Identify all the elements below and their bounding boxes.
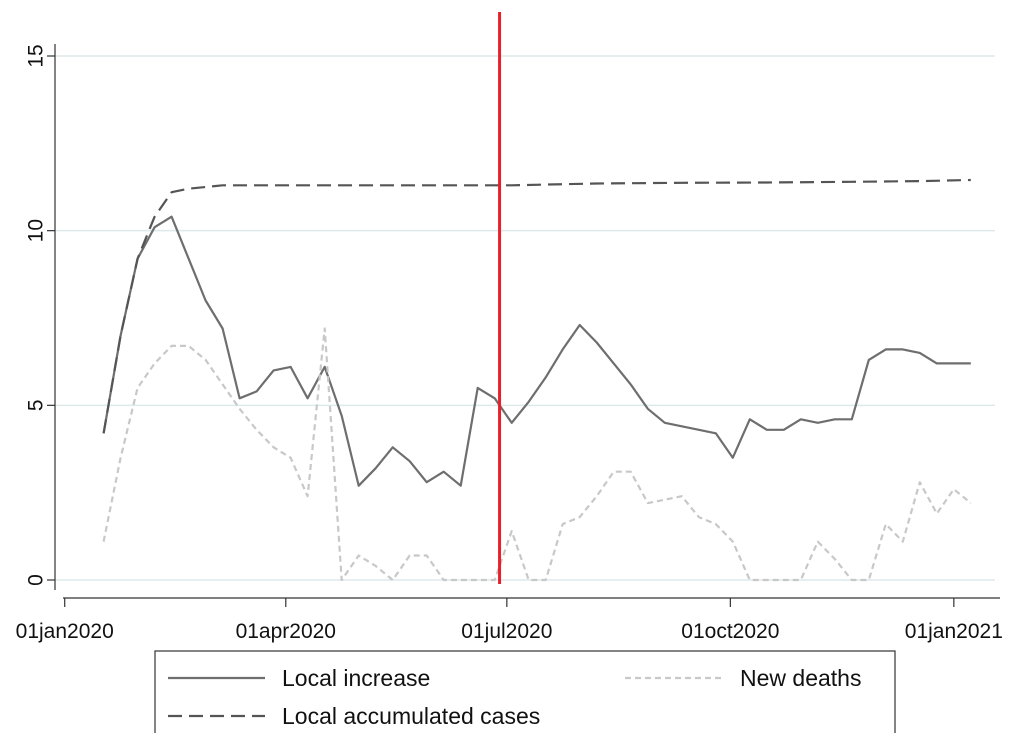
- series-layer: [102, 178, 972, 582]
- legend-label: Local increase: [282, 665, 430, 691]
- series-line-local-increase: [102, 215, 971, 487]
- series-line-local-accumulated-cases: [102, 178, 971, 434]
- axes-layer: 0 5 10 15 01jan2020 01apr2020 01jul2020 01oct20…: [16, 44, 1003, 643]
- x-tick-label: 01jul2020: [461, 620, 552, 643]
- x-tick-label: 01jan2020: [16, 620, 114, 643]
- x-tick-label: 01apr2020: [236, 620, 336, 643]
- y-tick-label: 15: [25, 44, 48, 67]
- y-tick-label: 5: [25, 399, 48, 411]
- legend-label: New deaths: [740, 665, 861, 691]
- x-tick-label: 01jan2021: [905, 620, 1003, 643]
- series-line-new-deaths: [102, 327, 972, 582]
- grid-layer: [55, 55, 995, 581]
- legend-box: [154, 650, 896, 738]
- x-tick-label: 01oct2020: [681, 620, 779, 643]
- legend: Local increase New deaths Local accumulate…: [154, 650, 896, 738]
- legend-label: Local accumulated cases: [282, 703, 540, 729]
- y-tick-label: 0: [25, 574, 48, 586]
- y-tick-label: 10: [25, 219, 48, 242]
